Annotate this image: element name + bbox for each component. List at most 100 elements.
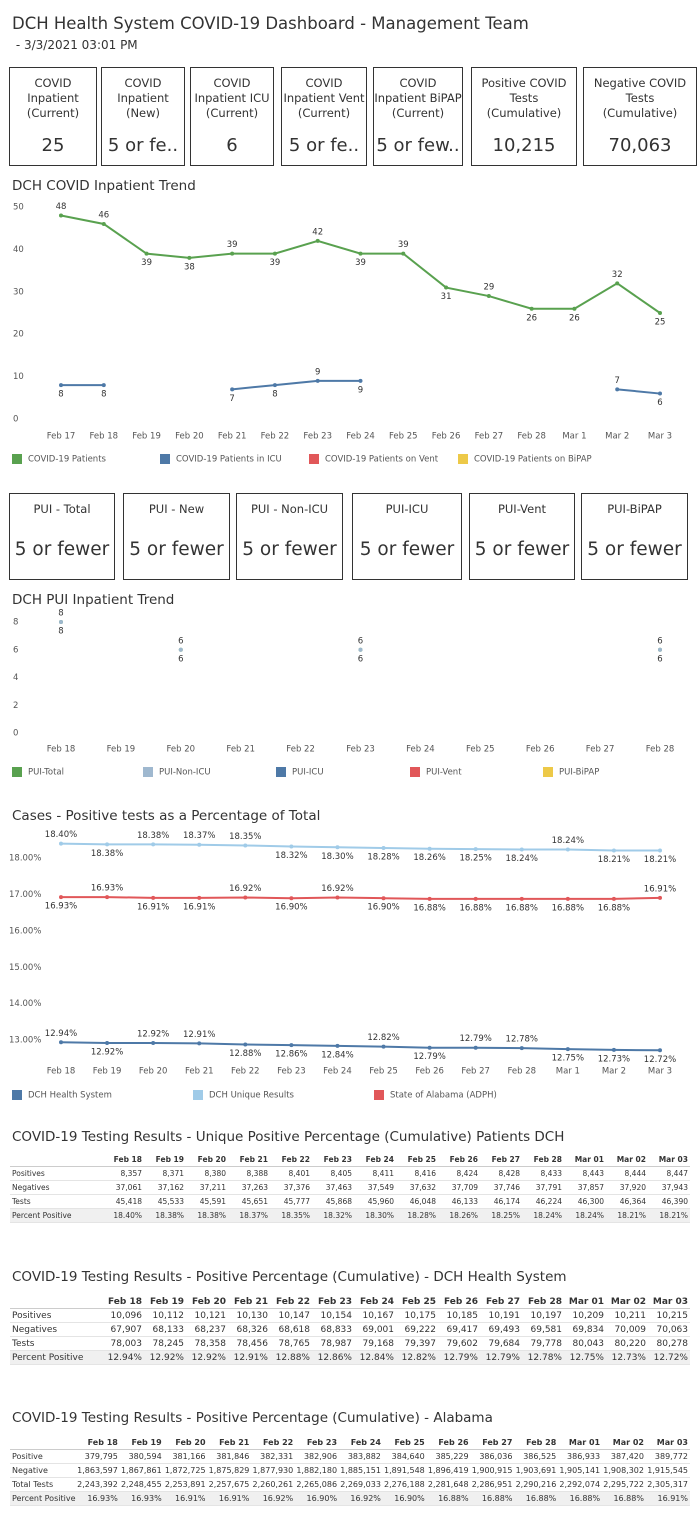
table-row: Positives 8,357 8,371 8,380 8,388 8,401 8,405 8… xyxy=(10,1166,690,1181)
point xyxy=(401,251,406,256)
table-cell: 46,174 xyxy=(480,1194,522,1209)
x-tick-label: Feb 23 xyxy=(303,432,332,442)
kpi-label-line: COVID xyxy=(124,76,162,90)
x-tick-label: Feb 27 xyxy=(586,745,615,755)
column-header: Feb 28 xyxy=(514,1436,559,1450)
data-label: 9 xyxy=(315,367,320,377)
column-header: Feb 28 xyxy=(522,1153,564,1167)
y-tick-label: 30 xyxy=(13,287,24,297)
table-cell: 37,709 xyxy=(438,1180,480,1195)
data-label: 16.88% xyxy=(552,903,584,913)
data-label: 32 xyxy=(612,270,623,280)
table-cell: 10,167 xyxy=(354,1308,396,1323)
table-cell: 1,908,302 xyxy=(602,1463,646,1478)
data-label: 46 xyxy=(98,210,109,220)
table-cell: 382,331 xyxy=(251,1449,296,1464)
series-line xyxy=(60,1041,661,1052)
point xyxy=(519,1046,524,1051)
point xyxy=(565,896,570,901)
kpi-card: COVID Inpatient (Current) 25 xyxy=(9,67,97,166)
table-cell: 8,380 xyxy=(186,1166,228,1181)
x-tick-label: Feb 21 xyxy=(218,432,247,442)
x-tick-label: Mar 2 xyxy=(602,1067,626,1077)
row-label: Negative xyxy=(10,1463,76,1478)
table-cell: 389,772 xyxy=(645,1449,690,1464)
table-cell: 386,036 xyxy=(470,1449,515,1464)
point xyxy=(381,896,386,901)
table-cell: 68,326 xyxy=(228,1322,270,1337)
table-row: Negatives 37,061 37,162 37,211 37,263 37,376 3… xyxy=(10,1180,690,1195)
data-label: 18.38% xyxy=(137,831,169,841)
table-cell: 79,168 xyxy=(354,1336,396,1351)
column-header: Mar 01 xyxy=(558,1436,603,1450)
table-cell: 37,632 xyxy=(396,1180,438,1195)
row-label: Positives xyxy=(10,1308,102,1323)
y-tick-label: 50 xyxy=(13,203,24,213)
table-cell: 8,447 xyxy=(648,1166,690,1181)
table-cell: 45,533 xyxy=(144,1194,186,1209)
table-cell: 386,525 xyxy=(514,1449,559,1464)
column-header: Feb 20 xyxy=(163,1436,208,1450)
column-header: Feb 18 xyxy=(76,1436,120,1450)
kpi-label: COVID Inpatient (Current) xyxy=(10,76,96,121)
table-cell: 387,420 xyxy=(602,1449,646,1464)
data-table: Feb 18 Feb 19 Feb 20 Feb 21 Feb 22 Feb 23 Feb … xyxy=(10,1295,690,1365)
y-tick-label: 8 xyxy=(13,618,18,628)
column-header: Mar 02 xyxy=(602,1436,646,1450)
table-cell: 18.35% xyxy=(270,1208,312,1223)
kpi-card: COVID Inpatient ICU (Current) 6 xyxy=(190,67,274,166)
data-label: 26 xyxy=(526,313,537,323)
table-cell: 1,900,915 xyxy=(470,1463,515,1478)
table-cell: 10,191 xyxy=(480,1308,522,1323)
table-cell: 1,903,691 xyxy=(514,1463,559,1478)
x-tick-label: Feb 21 xyxy=(226,745,255,755)
table-cell: 12.92% xyxy=(186,1350,228,1365)
table-cell: 18.38% xyxy=(144,1208,186,1223)
table-cell: 2,276,188 xyxy=(382,1477,427,1492)
table-cell: 16.91% xyxy=(645,1491,690,1506)
table-cell: 2,260,261 xyxy=(251,1477,296,1492)
data-label: 6 xyxy=(657,654,662,664)
table-cell: 2,269,033 xyxy=(339,1477,383,1492)
table-cell: 69,001 xyxy=(354,1322,396,1337)
column-header: Feb 21 xyxy=(228,1153,270,1167)
kpi-label-line: Tests xyxy=(509,91,539,105)
table-cell: 16.93% xyxy=(76,1491,120,1506)
table-cell: 383,882 xyxy=(339,1449,383,1464)
table-cell: 78,003 xyxy=(102,1336,144,1351)
column-header: Feb 24 xyxy=(354,1295,396,1309)
table-cell: 12.75% xyxy=(564,1350,606,1365)
table-cell: 379,795 xyxy=(76,1449,120,1464)
y-tick-label: 2 xyxy=(13,701,18,711)
column-header: Feb 27 xyxy=(480,1295,522,1309)
table-cell: 1,882,180 xyxy=(295,1463,340,1478)
column-header: Feb 19 xyxy=(144,1295,186,1309)
data-label: 8 xyxy=(58,609,63,619)
x-tick-label: Feb 18 xyxy=(89,432,118,442)
point xyxy=(230,387,235,392)
data-label: 7 xyxy=(615,376,620,386)
point xyxy=(519,896,524,901)
chart-title: Cases - Positive tests as a Percentage o… xyxy=(12,808,321,824)
kpi-label-line: (Cumulative) xyxy=(602,106,678,120)
table-cell: 380,594 xyxy=(119,1449,164,1464)
header-row: Feb 18 Feb 19 Feb 20 Feb 21 Feb 22 Feb 23 Feb … xyxy=(10,1436,690,1450)
legend-swatch xyxy=(12,1090,22,1100)
pui-value: 5 or fewer xyxy=(359,539,455,560)
corner-cell xyxy=(10,1153,102,1167)
y-tick-label: 0 xyxy=(13,729,18,739)
point xyxy=(335,845,340,850)
point xyxy=(230,251,235,256)
point xyxy=(427,846,432,851)
table-cell: 37,857 xyxy=(564,1180,606,1195)
table-cell: 18.26% xyxy=(438,1208,480,1223)
corner-cell xyxy=(10,1295,102,1309)
legend-label: DCH Unique Results xyxy=(209,1091,295,1101)
data-label: 16.88% xyxy=(506,903,538,913)
kpi-value: 5 or fe.. xyxy=(107,135,179,156)
kpi-label-line: Inpatient ICU xyxy=(194,91,270,105)
table-cell: 70,009 xyxy=(606,1322,648,1337)
table-cell: 8,444 xyxy=(606,1166,648,1181)
table-cell: 18.25% xyxy=(480,1208,522,1223)
table-cell: 70,063 xyxy=(648,1322,690,1337)
